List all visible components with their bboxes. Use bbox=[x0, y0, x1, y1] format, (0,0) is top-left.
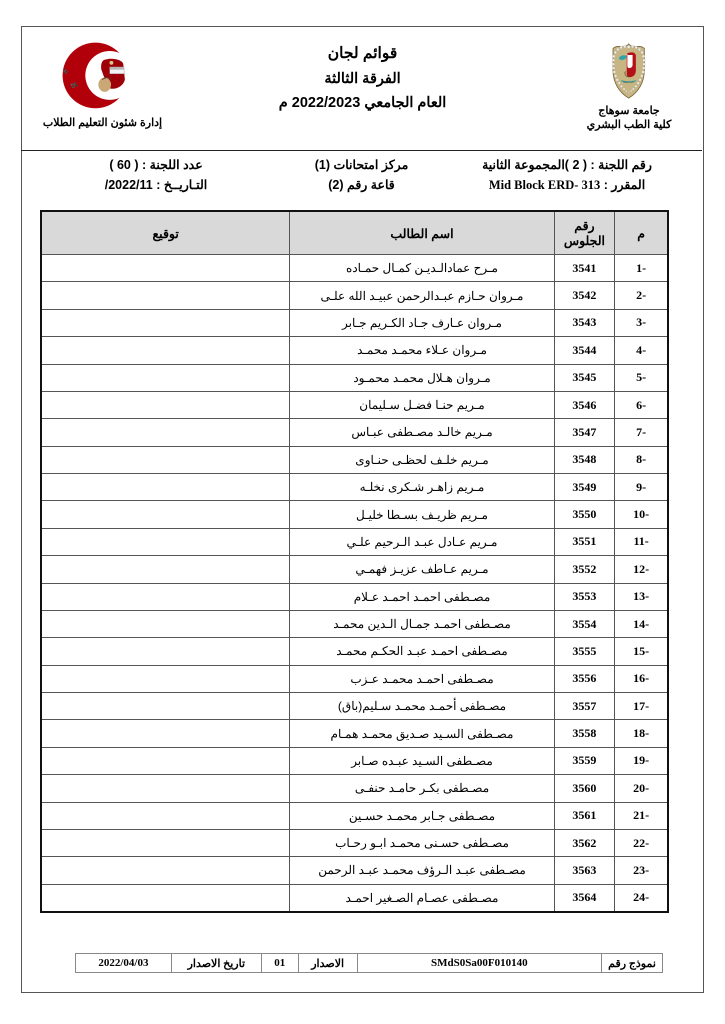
svg-text:جامعة سوهاج: جامعة سوهاج bbox=[48, 35, 70, 76]
svg-text:جامعة سوهاج: جامعة سوهاج bbox=[623, 80, 635, 83]
